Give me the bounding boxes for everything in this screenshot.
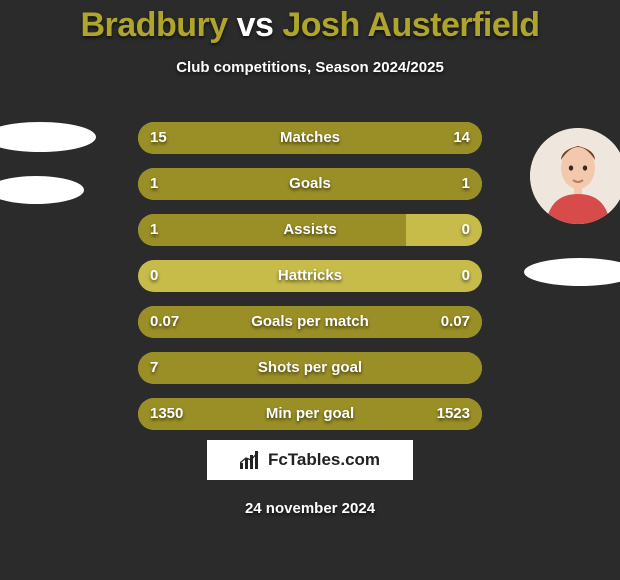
stat-value-left: 0 <box>150 260 158 292</box>
stat-label: Min per goal <box>138 398 482 430</box>
stat-row: Goals per match0.07 0.07 <box>138 306 482 338</box>
brand-badge[interactable]: FcTables.com <box>207 440 413 480</box>
stat-row: Matches15 14 <box>138 122 482 154</box>
vs-text: vs <box>237 6 274 44</box>
player2-name: Josh Austerfield <box>282 6 539 44</box>
stat-row: Assists1 0 <box>138 214 482 246</box>
stat-value-left: 1 <box>150 168 158 200</box>
stat-row: Min per goal1350 1523 <box>138 398 482 430</box>
stats-table: Matches1514Goals11Assists10Hattricks00Go… <box>138 122 482 444</box>
placeholder-oval <box>0 122 96 152</box>
stat-label: Goals per match <box>138 306 482 338</box>
comparison-subtitle: Club competitions, Season 2024/2025 <box>0 59 620 76</box>
placeholder-oval <box>524 258 620 286</box>
stat-value-right: 1 <box>462 168 470 200</box>
brand-logo-icon <box>240 451 262 469</box>
stat-label: Hattricks <box>138 260 482 292</box>
snapshot-date: 24 november 2024 <box>0 500 620 517</box>
placeholder-oval <box>0 176 84 204</box>
stat-value-left: 7 <box>150 352 158 384</box>
player1-name: Bradbury <box>80 6 227 44</box>
stat-label: Goals <box>138 168 482 200</box>
stat-label: Assists <box>138 214 482 246</box>
stat-value-left: 1350 <box>150 398 183 430</box>
comparison-title: Bradbury vs Josh Austerfield <box>0 0 620 45</box>
stat-value-left: 15 <box>150 122 167 154</box>
stat-value-left: 0.07 <box>150 306 179 338</box>
stat-value-right: 14 <box>453 122 470 154</box>
stat-value-right: 0 <box>462 214 470 246</box>
stat-value-right: 0.07 <box>441 306 470 338</box>
stat-row: Hattricks0 0 <box>138 260 482 292</box>
stat-value-right: 1523 <box>437 398 470 430</box>
stat-value-right: 0 <box>462 260 470 292</box>
brand-text: FcTables.com <box>268 450 380 470</box>
stat-row: Goals1 1 <box>138 168 482 200</box>
stat-row: Shots per goal7 <box>138 352 482 384</box>
stat-label: Shots per goal <box>138 352 482 384</box>
player2-avatar <box>530 128 620 224</box>
stat-label: Matches <box>138 122 482 154</box>
stat-value-left: 1 <box>150 214 158 246</box>
